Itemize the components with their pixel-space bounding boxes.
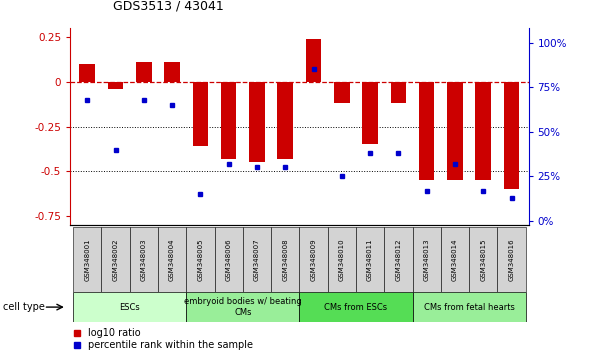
Bar [214,227,243,292]
Text: GSM348004: GSM348004 [169,238,175,281]
Text: GSM348006: GSM348006 [225,238,232,281]
Text: cell type: cell type [3,302,45,312]
Text: embryoid bodies w/ beating
CMs: embryoid bodies w/ beating CMs [184,297,302,317]
Bar [73,227,101,292]
Bar [130,227,158,292]
Text: GSM348010: GSM348010 [339,238,345,281]
Bar [249,82,265,162]
Bar [469,227,497,292]
Bar [299,292,412,322]
Text: CMs from fetal hearts: CMs from fetal hearts [423,303,514,312]
Text: GSM348011: GSM348011 [367,238,373,281]
Text: GSM348001: GSM348001 [84,238,90,281]
Bar [136,62,152,82]
Bar [186,227,214,292]
Bar [186,292,299,322]
Bar [441,227,469,292]
Bar [108,82,123,89]
Text: GSM348002: GSM348002 [112,238,119,281]
Text: GSM348016: GSM348016 [508,238,514,281]
Bar [497,227,525,292]
Bar [164,62,180,82]
Text: GSM348008: GSM348008 [282,238,288,281]
Text: GSM348014: GSM348014 [452,238,458,281]
Bar [475,82,491,180]
Bar [356,227,384,292]
Text: GSM348012: GSM348012 [395,238,401,281]
Text: ESCs: ESCs [119,303,140,312]
Text: GSM348007: GSM348007 [254,238,260,281]
Text: GDS3513 / 43041: GDS3513 / 43041 [113,0,224,12]
Bar [221,82,236,159]
Text: GSM348013: GSM348013 [423,238,430,281]
Bar [271,227,299,292]
Text: GSM348005: GSM348005 [197,238,203,281]
Text: GSM348015: GSM348015 [480,238,486,281]
Bar [384,227,412,292]
Bar [277,82,293,159]
Bar [327,227,356,292]
Bar [503,82,519,189]
Bar [419,82,434,180]
Bar [79,64,95,82]
Bar [447,82,463,180]
Text: GSM348009: GSM348009 [310,238,316,281]
Bar [101,227,130,292]
Bar [412,227,441,292]
Bar [334,82,349,103]
Bar [412,292,525,322]
Text: CMs from ESCs: CMs from ESCs [324,303,387,312]
Bar [390,82,406,103]
Bar [306,39,321,82]
Text: percentile rank within the sample: percentile rank within the sample [88,340,253,350]
Text: GSM348003: GSM348003 [141,238,147,281]
Bar [192,82,208,146]
Bar [299,227,327,292]
Bar [158,227,186,292]
Bar [362,82,378,144]
Bar [73,292,186,322]
Bar [243,227,271,292]
Text: log10 ratio: log10 ratio [88,327,141,338]
